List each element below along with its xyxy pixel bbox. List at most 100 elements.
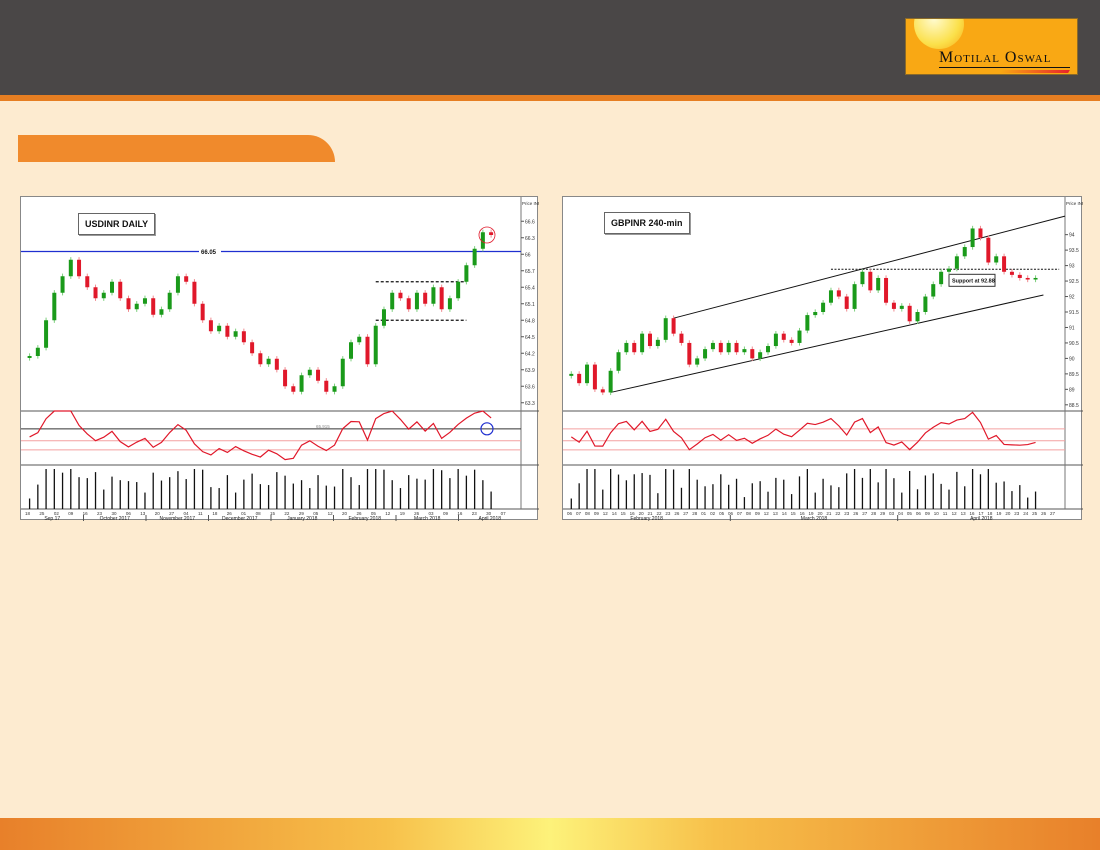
candle-body xyxy=(876,277,881,291)
x-tick-label: 15 xyxy=(791,511,797,516)
x-tick-label: 19 xyxy=(996,511,1002,516)
candle-body xyxy=(624,342,629,353)
y-tick-label: 93.5 xyxy=(1069,248,1079,254)
candle-body xyxy=(915,312,920,322)
candle-body xyxy=(1009,271,1014,275)
x-tick-label: 26 xyxy=(414,511,420,516)
price-axis-label: Price INR xyxy=(522,201,539,206)
candle-body xyxy=(390,292,395,310)
sun-icon xyxy=(914,19,964,49)
x-tick-label: 28 xyxy=(692,511,698,516)
candle-body xyxy=(907,305,912,322)
candle-body xyxy=(994,256,999,263)
x-tick-label: 07 xyxy=(737,511,743,516)
x-tick-label: 23 xyxy=(472,511,478,516)
candle-body xyxy=(726,342,731,353)
candle-body xyxy=(821,302,826,312)
candle-body xyxy=(742,349,747,353)
y-tick-label: 89.5 xyxy=(1069,372,1079,378)
x-tick-label: 09 xyxy=(594,511,600,516)
x-tick-label: 21 xyxy=(648,511,654,516)
x-tick-label: 06 xyxy=(728,511,734,516)
candle-body xyxy=(616,352,621,371)
x-tick-label: 04 xyxy=(898,511,904,516)
x-tick-label: 30 xyxy=(111,511,117,516)
candle-body xyxy=(44,320,49,348)
candle-body xyxy=(884,277,889,303)
candle-body xyxy=(923,296,928,312)
candle-body xyxy=(299,375,304,392)
y-tick-label: 63.6 xyxy=(525,384,535,390)
candle-body xyxy=(970,228,975,248)
x-month-label: November 2017 xyxy=(159,516,195,521)
x-tick-label: 06 xyxy=(916,511,922,516)
candle-body xyxy=(585,364,590,384)
candle-body xyxy=(175,276,180,293)
candle-body xyxy=(250,342,255,354)
x-tick-label: 22 xyxy=(656,511,662,516)
x-month-label: April 2018 xyxy=(970,516,993,521)
candle-body xyxy=(217,325,222,332)
candle-body xyxy=(868,271,873,291)
x-tick-label: 11 xyxy=(943,511,948,516)
x-tick-label: 09 xyxy=(443,511,449,516)
candle-body xyxy=(734,342,739,353)
candle-body xyxy=(307,369,312,376)
candle-body xyxy=(891,302,896,309)
x-tick-label: 26 xyxy=(1041,511,1047,516)
x-tick-label: 08 xyxy=(746,511,752,516)
y-tick-label: 92.5 xyxy=(1069,279,1079,285)
gbpinr-chart-svg: Price INR 94 93.5 93 92.5 92 91.5 91 90.5 90 89.5 8… xyxy=(563,197,1083,521)
candle-body xyxy=(577,373,582,384)
x-month-label: January 2018 xyxy=(287,516,318,521)
y-tick-label: 64.5 xyxy=(525,335,535,341)
x-tick-label: 14 xyxy=(782,511,788,516)
motilal-oswal-logo: Motilal Oswal xyxy=(905,18,1078,75)
candle-body xyxy=(365,336,370,365)
candle-body xyxy=(93,287,98,299)
candle-body xyxy=(200,303,205,321)
y-tick-label: 94 xyxy=(1069,233,1075,239)
candle-body xyxy=(766,346,771,353)
x-tick-label: 22 xyxy=(284,511,290,516)
x-tick-label: 16 xyxy=(83,511,89,516)
candle-body xyxy=(1033,277,1038,280)
candle-body xyxy=(947,268,951,272)
candle-body xyxy=(85,276,90,288)
footer-bar xyxy=(0,818,1100,850)
candle-body xyxy=(939,271,944,285)
y-tick-label: 63.9 xyxy=(525,368,535,374)
candle-body xyxy=(373,325,378,365)
support-label: Support at 92.88 xyxy=(952,278,995,284)
x-tick-label: 22 xyxy=(835,511,841,516)
x-tick-label: 09 xyxy=(68,511,74,516)
usdinr-chart: Price INR 66.6 66.3 66 65.7 65.4 65.1 64.8 64.5 6… xyxy=(20,196,539,521)
x-tick-label: 18 xyxy=(987,511,993,516)
x-month-label: March 2018 xyxy=(801,516,828,521)
candle-body xyxy=(758,352,763,359)
candle-body xyxy=(184,276,189,282)
candle-body xyxy=(600,389,605,393)
candle-body xyxy=(647,333,652,347)
x-tick-label: 08 xyxy=(256,511,262,516)
rsi-line xyxy=(570,411,1036,451)
x-tick-label: 26 xyxy=(227,511,233,516)
candle-body xyxy=(710,342,715,350)
y-tick-label: 93 xyxy=(1069,264,1075,270)
candle-body xyxy=(233,331,238,337)
candle-body xyxy=(592,364,597,390)
x-tick-label: 25 xyxy=(1032,511,1038,516)
candle-body xyxy=(703,349,708,359)
x-tick-label: 07 xyxy=(501,511,507,516)
x-tick-label: 07 xyxy=(576,511,582,516)
y-tick-label: 90.5 xyxy=(1069,341,1079,347)
x-tick-label: 08 xyxy=(585,511,591,516)
candle-body xyxy=(1017,274,1022,278)
candle-body xyxy=(414,292,419,310)
x-tick-label: 24 xyxy=(1023,511,1029,516)
candle-body xyxy=(718,342,723,353)
x-tick-label: 15 xyxy=(621,511,627,516)
x-tick-label: 04 xyxy=(184,511,190,516)
x-month-label: March 2018 xyxy=(414,516,441,521)
x-tick-label: 20 xyxy=(639,511,645,516)
